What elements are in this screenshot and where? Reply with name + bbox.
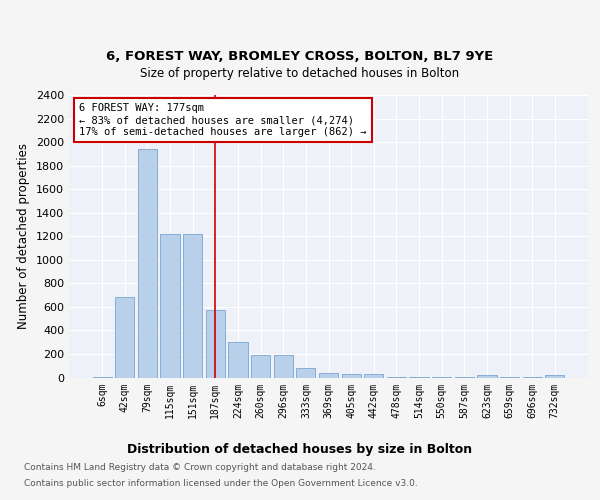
- Text: 6, FOREST WAY, BROMLEY CROSS, BOLTON, BL7 9YE: 6, FOREST WAY, BROMLEY CROSS, BOLTON, BL…: [106, 50, 494, 62]
- Bar: [455, 376, 474, 378]
- Bar: [251, 354, 270, 378]
- Text: Contains public sector information licensed under the Open Government Licence v3: Contains public sector information licen…: [24, 478, 418, 488]
- Text: Contains HM Land Registry data © Crown copyright and database right 2024.: Contains HM Land Registry data © Crown c…: [24, 464, 376, 472]
- Bar: [477, 375, 497, 378]
- Bar: [115, 298, 134, 378]
- Bar: [274, 354, 293, 378]
- Text: Distribution of detached houses by size in Bolton: Distribution of detached houses by size …: [127, 442, 473, 456]
- Text: 6 FOREST WAY: 177sqm
← 83% of detached houses are smaller (4,274)
17% of semi-de: 6 FOREST WAY: 177sqm ← 83% of detached h…: [79, 104, 367, 136]
- Bar: [206, 310, 225, 378]
- Bar: [319, 372, 338, 378]
- Bar: [138, 149, 157, 378]
- Bar: [92, 377, 112, 378]
- Y-axis label: Number of detached properties: Number of detached properties: [17, 143, 31, 329]
- Bar: [409, 376, 428, 378]
- Text: Size of property relative to detached houses in Bolton: Size of property relative to detached ho…: [140, 67, 460, 80]
- Bar: [229, 342, 248, 378]
- Bar: [183, 234, 202, 378]
- Bar: [545, 375, 565, 378]
- Bar: [160, 234, 180, 378]
- Bar: [296, 368, 316, 378]
- Bar: [341, 374, 361, 378]
- Bar: [523, 376, 542, 378]
- Bar: [387, 376, 406, 378]
- Bar: [432, 376, 451, 378]
- Bar: [500, 376, 519, 378]
- Bar: [364, 374, 383, 378]
